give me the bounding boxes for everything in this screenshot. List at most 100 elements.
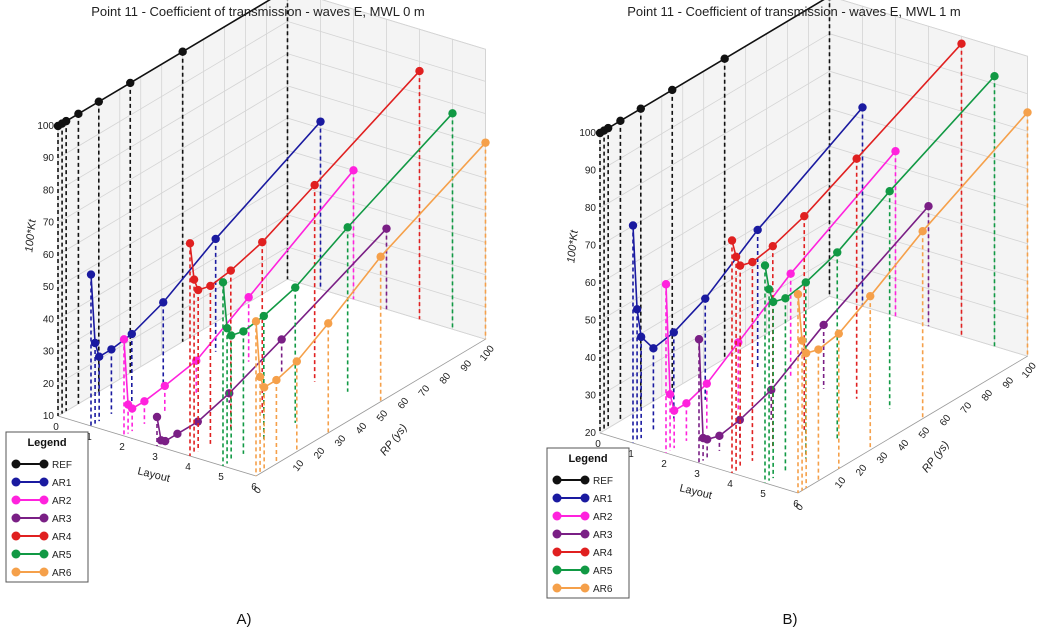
- rp-tick-label: 90: [1001, 375, 1017, 391]
- layout-tick-label: 4: [185, 462, 191, 473]
- data-point: AR6 RP 1: 60: [797, 336, 807, 345]
- data-point: AR6 RP 0: 73: [793, 290, 803, 299]
- series-line: [632, 106, 864, 350]
- rp-tick-label: 20: [854, 463, 870, 479]
- rp-tick-label: 30: [333, 433, 349, 449]
- rp-tick-label: 80: [980, 388, 996, 404]
- data-point: AR4 RP 0: 82: [727, 236, 737, 245]
- layout-tick-label: 6: [251, 482, 257, 493]
- rp-tick-label: 90: [459, 358, 475, 374]
- series-ref: REF RP 0: 100REF RP 1: 100REF RP 2: 100R…: [595, 0, 832, 433]
- rp-axis-line: [797, 355, 1028, 494]
- rp-axis-label: RP (ys): [920, 439, 952, 475]
- data-point: AR5 RP 10: 67: [801, 278, 810, 287]
- rp-tick-label: 10: [833, 475, 849, 491]
- legend-swatch-marker: [11, 567, 21, 577]
- series-ar1: AR1 RP 0: 78AR1 RP 1: 55AR1 RP 2: 47AR1 …: [628, 103, 867, 443]
- data-point: AR6 RP 50: 55: [376, 252, 385, 261]
- legend-title: Legend: [568, 453, 607, 465]
- legend-item-label: REF: [593, 476, 613, 487]
- layout-axis-label: Layout: [678, 482, 713, 502]
- z-tick-label: 60: [43, 250, 55, 261]
- rp-tick-label: 100: [1020, 360, 1039, 380]
- rp-axis-line: [255, 338, 486, 477]
- legend-swatch-marker: [580, 529, 590, 539]
- data-point: AR1 RP 10: 31: [127, 329, 136, 339]
- z-tick-label: 90: [43, 153, 55, 164]
- data-point: AR6 RP 10: 56: [834, 329, 843, 338]
- legend-swatch-marker: [580, 475, 590, 485]
- layout-tick-label: 1: [86, 432, 92, 443]
- rp-tick-label: 0: [794, 502, 806, 514]
- data-point: AR4 RP 100: 98: [957, 39, 966, 48]
- legend-item-label: REF: [52, 460, 72, 471]
- data-point: AR3 RP 2: 25: [702, 435, 712, 444]
- z-tick-label: 100: [579, 128, 596, 139]
- legend-b: Legend REF AR1 AR2 AR3 AR4 AR5 AR6: [546, 447, 630, 599]
- z-tick-label: 50: [585, 316, 597, 327]
- data-point: AR6 RP 50: 70: [918, 226, 927, 236]
- data-point: AR1 RP 100: 62: [316, 117, 325, 126]
- legend-swatch-marker: [552, 493, 562, 503]
- layout-tick-label: 4: [727, 479, 733, 490]
- chart-panel-b: 2030405060708090100012345601020304050607…: [565, 0, 1039, 628]
- z-tick-label: 100: [37, 121, 54, 132]
- legend-swatch-marker: [552, 547, 562, 557]
- data-point: AR6 RP 5: 36: [272, 375, 281, 385]
- legend-swatch-marker: [39, 495, 49, 505]
- data-point: REF RP 10: 100: [636, 104, 645, 113]
- data-point: REF RP 5: 100: [616, 116, 625, 126]
- data-point: AR3 RP 0: 53: [694, 335, 704, 344]
- series-ar3: AR3 RP 0: 53AR3 RP 1: 26AR3 RP 2: 25AR3 …: [694, 202, 933, 463]
- data-point: AR6 RP 2: 36: [259, 383, 269, 392]
- legend-box: [5, 431, 89, 583]
- legend-item-label: AR1: [52, 478, 72, 489]
- legend-item-label: AR6: [52, 568, 72, 579]
- data-point: AR5 RP 25: 70: [833, 248, 842, 257]
- z-tick-label: 30: [585, 391, 597, 402]
- series-ar5: AR5 RP 0: 67AR5 RP 1: 52AR5 RP 2: 49AR5 …: [218, 109, 457, 466]
- legend-swatch-marker: [552, 511, 562, 521]
- legend-swatch-marker: [39, 477, 49, 487]
- data-point: AR2 RP 50: 48: [786, 269, 795, 278]
- data-point: AR5 RP 1: 71: [764, 285, 774, 294]
- legend-swatch-marker: [39, 513, 49, 523]
- rp-tick-label: 0: [252, 485, 264, 497]
- panel-label: B): [783, 611, 798, 628]
- data-point: AR2 RP 50: 30: [244, 293, 253, 302]
- legend-swatch-marker: [11, 531, 21, 541]
- z-tick-label: 60: [585, 278, 597, 289]
- data-point: AR5 RP 100: 92: [990, 72, 999, 81]
- rp-tick-label: 30: [875, 450, 891, 466]
- legend-item-label: AR3: [593, 530, 613, 541]
- data-point: REF RP 10: 100: [94, 97, 104, 106]
- data-point: AR2 RP 100: 50: [349, 166, 358, 175]
- legend-swatch-marker: [552, 529, 562, 539]
- data-point: AR5 RP 5: 66: [781, 294, 790, 303]
- data-point: AR5 RP 1: 52: [222, 324, 232, 333]
- legend-swatch-marker: [39, 459, 49, 469]
- legend-item-label: AR5: [52, 550, 72, 561]
- data-point: AR6 RP 1: 40: [255, 372, 265, 382]
- data-point: AR6 RP 100: 85: [1023, 108, 1032, 117]
- rp-tick-label: 50: [917, 425, 933, 441]
- z-tick-label: 90: [585, 166, 597, 177]
- data-point: AR1 RP 1: 35: [90, 338, 100, 348]
- data-point: AR5 RP 2: 67: [768, 297, 778, 307]
- data-point: AR4 RP 100: 87: [415, 66, 424, 76]
- data-point: AR2 RP 0: 65: [661, 280, 671, 289]
- legend-swatch-marker: [580, 583, 590, 593]
- layout-tick-label: 6: [793, 499, 799, 510]
- rp-tick-label: 20: [312, 446, 328, 462]
- rp-tick-label: 60: [938, 413, 954, 429]
- panel-label: A): [237, 611, 252, 628]
- data-point: AR4 RP 5: 59: [206, 281, 215, 291]
- data-point: AR4 RP 10: 74: [768, 241, 777, 251]
- data-point: AR4 RP 50: 84: [852, 154, 861, 163]
- z-tick-label: 50: [43, 282, 55, 293]
- layout-tick-label: 1: [628, 449, 634, 460]
- data-point: AR4 RP 5: 73: [748, 257, 757, 267]
- data-point: REF RP 50: 100: [178, 47, 187, 56]
- data-point: AR5 RP 5: 48: [239, 327, 248, 336]
- data-point: AR3 RP 0: 19: [152, 412, 162, 422]
